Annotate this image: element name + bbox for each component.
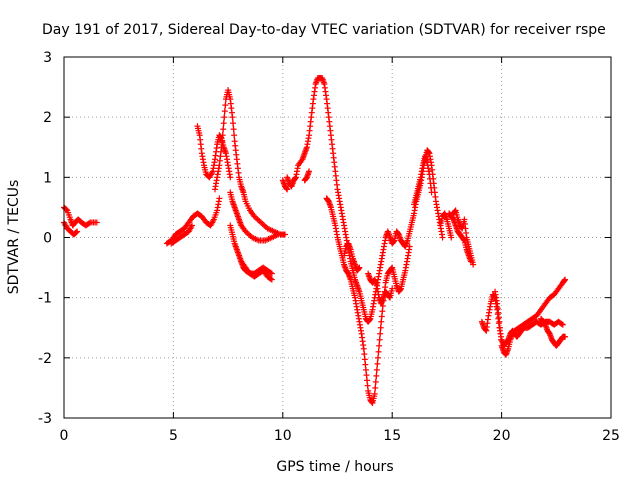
x-tick-label: 0 (60, 428, 69, 444)
data-point (498, 336, 505, 343)
x-tick-label: 15 (383, 428, 401, 444)
x-tick-label: 20 (493, 428, 511, 444)
data-point (188, 222, 195, 229)
data-point (558, 320, 565, 327)
y-tick-label: -3 (38, 411, 52, 427)
data-point (74, 228, 81, 235)
data-point (221, 114, 228, 121)
data-point (360, 345, 367, 352)
data-point (496, 318, 503, 325)
data-point (376, 336, 383, 343)
data-point (428, 189, 435, 196)
data-point (356, 264, 363, 271)
data-point (372, 384, 379, 391)
data-point (221, 108, 228, 115)
data-point (275, 231, 282, 238)
data-point (378, 313, 385, 320)
data-point (377, 324, 384, 331)
y-tick-label: 1 (43, 170, 52, 186)
data-point (562, 276, 569, 283)
data-point (376, 342, 383, 349)
data-point (267, 275, 274, 282)
data-point (496, 324, 503, 331)
x-tick-label: 10 (274, 428, 292, 444)
y-tick-label: 3 (43, 50, 52, 66)
data-point (372, 378, 379, 385)
data-series (61, 75, 569, 406)
data-point (306, 168, 313, 175)
data-point (230, 120, 237, 127)
data-point (406, 243, 413, 250)
data-point (361, 356, 368, 363)
data-point (362, 361, 369, 368)
data-point (218, 144, 225, 151)
y-axis-label: SDTVAR / TECUs (6, 180, 22, 295)
data-point (361, 351, 368, 358)
data-point (562, 333, 569, 340)
data-point (216, 195, 223, 202)
data-point (229, 114, 236, 121)
x-axis-label: GPS time / hours (276, 459, 393, 475)
y-tick-label: 0 (43, 231, 52, 247)
data-point (219, 138, 226, 145)
data-point (220, 120, 227, 127)
data-point (267, 269, 274, 276)
series-trace (326, 198, 411, 405)
data-point (268, 276, 275, 283)
data-point (448, 234, 455, 241)
data-point (373, 366, 380, 373)
data-point (86, 220, 93, 227)
data-point (362, 366, 369, 373)
data-point (231, 132, 238, 139)
data-point (284, 186, 291, 193)
data-point (227, 174, 234, 181)
x-tick-label: 25 (602, 428, 620, 444)
data-point (364, 377, 371, 384)
axis-ticks: 0 5 10 15 20 25 -3 -2 -1 0 1 2 3 (38, 50, 620, 444)
data-point (389, 285, 396, 292)
data-point (73, 229, 80, 236)
data-point (222, 102, 229, 109)
data-point (374, 354, 381, 361)
data-point (497, 330, 504, 337)
data-point (379, 308, 386, 315)
data-point (219, 132, 226, 139)
data-point (371, 390, 378, 397)
chart-title: Day 191 of 2017, Sidereal Day-to-day VTE… (42, 22, 606, 38)
data-point (374, 360, 381, 367)
data-point (373, 372, 380, 379)
data-point (470, 261, 477, 268)
data-point (363, 372, 370, 379)
x-tick-label: 5 (169, 428, 178, 444)
data-point (220, 126, 227, 133)
data-point (281, 231, 288, 238)
data-point (230, 126, 237, 133)
data-point (377, 330, 384, 337)
data-point (375, 348, 382, 355)
data-point (268, 270, 275, 277)
data-point (364, 382, 371, 389)
data-point (559, 321, 566, 328)
series-trace (286, 77, 444, 323)
y-tick-label: -1 (38, 291, 52, 307)
y-tick-label: 2 (43, 110, 52, 126)
data-point (93, 219, 100, 226)
y-tick-label: -2 (38, 351, 52, 367)
data-point (378, 318, 385, 325)
data-point (439, 234, 446, 241)
